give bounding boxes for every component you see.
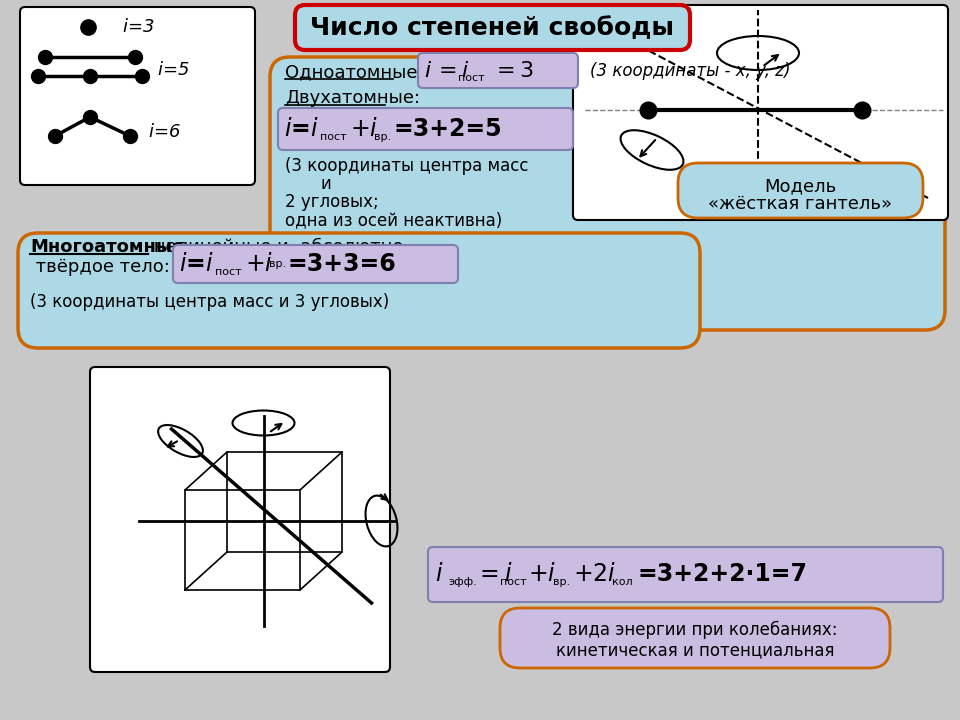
- Text: вр.: вр.: [553, 577, 570, 587]
- Text: 2 вида энергии при колебаниях:: 2 вида энергии при колебаниях:: [552, 621, 838, 639]
- FancyBboxPatch shape: [678, 163, 923, 218]
- Text: $+\it{i}$: $+\it{i}$: [245, 252, 274, 276]
- Text: кол: кол: [612, 577, 633, 587]
- Text: пост: пост: [500, 577, 527, 587]
- Text: Многоатомные: Многоатомные: [30, 238, 184, 256]
- Text: (3 координаты центра масс и 3 угловых): (3 координаты центра масс и 3 угловых): [30, 293, 389, 311]
- Text: Двухатомные:: Двухатомные:: [285, 89, 420, 107]
- FancyBboxPatch shape: [278, 108, 573, 150]
- Text: $+\it{i}$: $+\it{i}$: [350, 117, 378, 141]
- FancyBboxPatch shape: [428, 547, 943, 602]
- Text: Одноатомные:: Одноатомные:: [285, 63, 423, 81]
- FancyBboxPatch shape: [20, 7, 255, 185]
- Text: $\it{i}$=$\it{i}$: $\it{i}$=$\it{i}$: [179, 252, 214, 276]
- Text: $\it{i}$=3: $\it{i}$=3: [122, 18, 155, 36]
- Text: $+2\it{i}$: $+2\it{i}$: [573, 562, 616, 586]
- Text: эфф.: эфф.: [448, 577, 477, 587]
- Text: одна из осей неактивна): одна из осей неактивна): [285, 211, 502, 229]
- Text: вр.: вр.: [374, 132, 391, 142]
- Text: $=\it{i}$: $=\it{i}$: [475, 562, 513, 586]
- FancyBboxPatch shape: [90, 367, 390, 672]
- FancyBboxPatch shape: [173, 245, 458, 283]
- Text: пост: пост: [320, 132, 347, 142]
- Text: вр.: вр.: [269, 259, 286, 269]
- FancyBboxPatch shape: [18, 233, 700, 348]
- Text: 2 угловых;: 2 угловых;: [285, 193, 379, 211]
- Text: $\it{i}$=5: $\it{i}$=5: [157, 61, 189, 79]
- Text: $\it{i}$: $\it{i}$: [435, 562, 444, 586]
- Text: $=\it{i}$: $=\it{i}$: [434, 61, 469, 81]
- Text: Модель: Модель: [764, 177, 836, 195]
- FancyBboxPatch shape: [500, 608, 890, 668]
- Text: $\it{i}$=6: $\it{i}$=6: [148, 123, 180, 141]
- Text: (3 координаты центра масс: (3 координаты центра масс: [285, 157, 529, 175]
- Text: кинетическая и потенциальная: кинетическая и потенциальная: [556, 641, 834, 659]
- Text: и: и: [320, 175, 331, 193]
- Text: $=3$: $=3$: [492, 61, 534, 81]
- Text: $\it{i}$: $\it{i}$: [424, 61, 432, 81]
- Text: нелинейные и  абсолютно: нелинейные и абсолютно: [148, 238, 403, 256]
- Text: пост: пост: [215, 267, 242, 277]
- Text: «жёсткая гантель»: «жёсткая гантель»: [708, 195, 892, 213]
- Text: (3 координаты - x, y, z): (3 координаты - x, y, z): [590, 62, 790, 80]
- Text: Число степеней свободы: Число степеней свободы: [310, 16, 674, 40]
- FancyBboxPatch shape: [270, 57, 945, 330]
- FancyBboxPatch shape: [573, 5, 948, 220]
- FancyBboxPatch shape: [295, 5, 690, 50]
- Text: $+\it{i}$: $+\it{i}$: [528, 562, 556, 586]
- Text: =3+2=5: =3+2=5: [393, 117, 502, 141]
- Text: =3+3=6: =3+3=6: [287, 252, 396, 276]
- Text: твёрдое тело:: твёрдое тело:: [30, 258, 170, 276]
- Text: пост: пост: [458, 73, 485, 83]
- Text: =3+2+2·1=7: =3+2+2·1=7: [638, 562, 808, 586]
- FancyBboxPatch shape: [418, 53, 578, 88]
- Text: $\it{i}$=$\it{i}$: $\it{i}$=$\it{i}$: [284, 117, 319, 141]
